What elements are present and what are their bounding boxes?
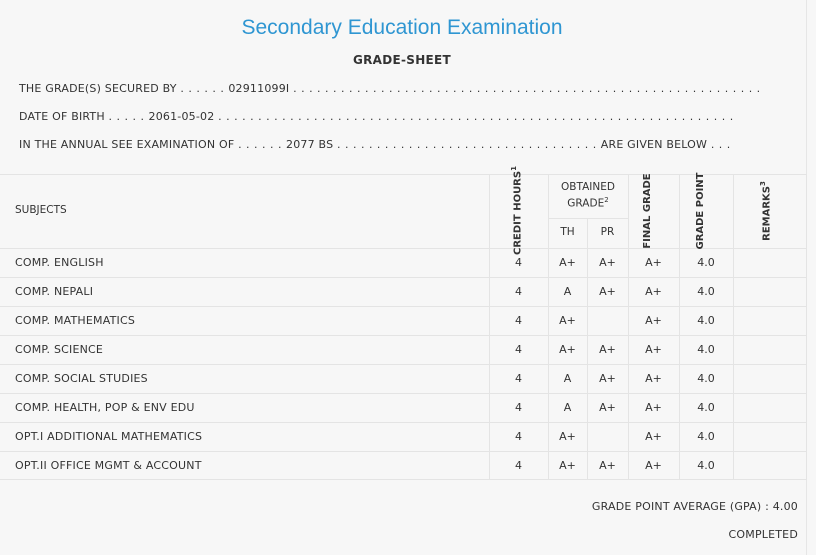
grade-point-cell: 4.0	[697, 372, 715, 385]
th-grade-cell: A+	[559, 256, 576, 269]
subject-name: COMP. MATHEMATICS	[15, 314, 136, 327]
th-grade-cell: A+	[559, 430, 576, 443]
credit-hours-cell: 4	[515, 459, 522, 472]
pr-header: PR	[600, 226, 615, 238]
grade-point-cell: 4.0	[697, 401, 715, 414]
grade-point-cell: 4.0	[697, 314, 715, 327]
final-grade-cell: A+	[645, 401, 662, 414]
th-grade-cell: A+	[559, 459, 576, 472]
subject-name: COMP. NEPALI	[15, 285, 94, 298]
pr-grade-cell: A+	[599, 401, 616, 414]
final-grade-header: FINAL GRADE	[642, 173, 653, 249]
pr-grade-cell: A+	[599, 256, 616, 269]
credit-hours-cell: 4	[515, 343, 522, 356]
exam-year: 2077 BS	[286, 138, 334, 151]
credit-hours-cell: 4	[515, 314, 522, 327]
grade-point-cell: 4.0	[697, 256, 715, 269]
th-grade-cell: A+	[559, 314, 576, 327]
symbol-number: 02911099I	[228, 82, 290, 95]
gpa-line: GRADE POINT AVERAGE (GPA) : 4.00	[592, 500, 798, 513]
pr-grade-cell: A+	[599, 459, 616, 472]
subject-name: COMP. HEALTH, POP & ENV EDU	[15, 401, 195, 414]
subjects-header: SUBJECTS	[15, 204, 67, 216]
subject-name: COMP. ENGLISH	[15, 256, 104, 269]
th-grade-cell: A	[563, 372, 572, 385]
subject-name: OPT.I ADDITIONAL MATHEMATICS	[15, 430, 203, 443]
secured-by-line: THE GRADE(S) SECURED BY . . . . . . 0291…	[19, 82, 761, 95]
result-status: COMPLETED	[728, 528, 798, 541]
dob-value: 2061-05-02	[148, 110, 215, 123]
grade-point-cell: 4.0	[697, 459, 715, 472]
grade-table: SUBJECTS CREDIT HOURS1 OBTAINED GRADE2 T…	[0, 166, 807, 480]
obtained-grade-header: OBTAINED GRADE2	[561, 181, 615, 210]
th-header: TH	[560, 226, 575, 238]
subject-name: OPT.II OFFICE MGMT & ACCOUNT	[15, 459, 202, 472]
dob-line: DATE OF BIRTH . . . . . 2061-05-02 . . .…	[19, 110, 734, 123]
given-below-text: ARE GIVEN BELOW	[600, 138, 708, 151]
th-grade-cell: A+	[559, 343, 576, 356]
grade-point-header: GRADE POINT	[695, 172, 706, 250]
th-grade-cell: A	[563, 285, 572, 298]
credit-hours-cell: 4	[515, 256, 522, 269]
grade-point-cell: 4.0	[697, 430, 715, 443]
final-grade-cell: A+	[645, 372, 662, 385]
credit-hours-cell: 4	[515, 372, 522, 385]
exam-line: IN THE ANNUAL SEE EXAMINATION OF . . . .…	[19, 138, 731, 151]
exam-label: IN THE ANNUAL SEE EXAMINATION OF	[19, 138, 235, 151]
credit-hours-cell: 4	[515, 285, 522, 298]
final-grade-cell: A+	[645, 256, 662, 269]
subject-name: COMP. SOCIAL STUDIES	[15, 372, 148, 385]
grade-sheet-heading: GRADE-SHEET	[352, 53, 452, 67]
th-grade-cell: A	[563, 401, 572, 414]
grade-point-cell: 4.0	[697, 343, 715, 356]
secured-by-label: THE GRADE(S) SECURED BY	[19, 82, 177, 95]
final-grade-cell: A+	[645, 459, 662, 472]
gpa-value: 4.00	[772, 500, 798, 513]
final-grade-cell: A+	[645, 343, 662, 356]
final-grade-cell: A+	[645, 430, 662, 443]
pr-grade-cell: A+	[599, 343, 616, 356]
gpa-label: GRADE POINT AVERAGE (GPA) :	[591, 500, 769, 513]
pr-grade-cell: A+	[599, 285, 616, 298]
dob-label: DATE OF BIRTH	[19, 110, 105, 123]
credit-hours-header: CREDIT HOURS1	[510, 166, 524, 255]
final-grade-cell: A+	[645, 285, 662, 298]
subject-name: COMP. SCIENCE	[15, 343, 104, 356]
credit-hours-cell: 4	[515, 430, 522, 443]
pr-grade-cell: A+	[599, 372, 616, 385]
remarks-header: REMARKS3	[759, 181, 773, 241]
grade-point-cell: 4.0	[697, 285, 715, 298]
page-title: Secondary Education Examination	[241, 16, 563, 39]
final-grade-cell: A+	[645, 314, 662, 327]
credit-hours-cell: 4	[515, 401, 522, 414]
